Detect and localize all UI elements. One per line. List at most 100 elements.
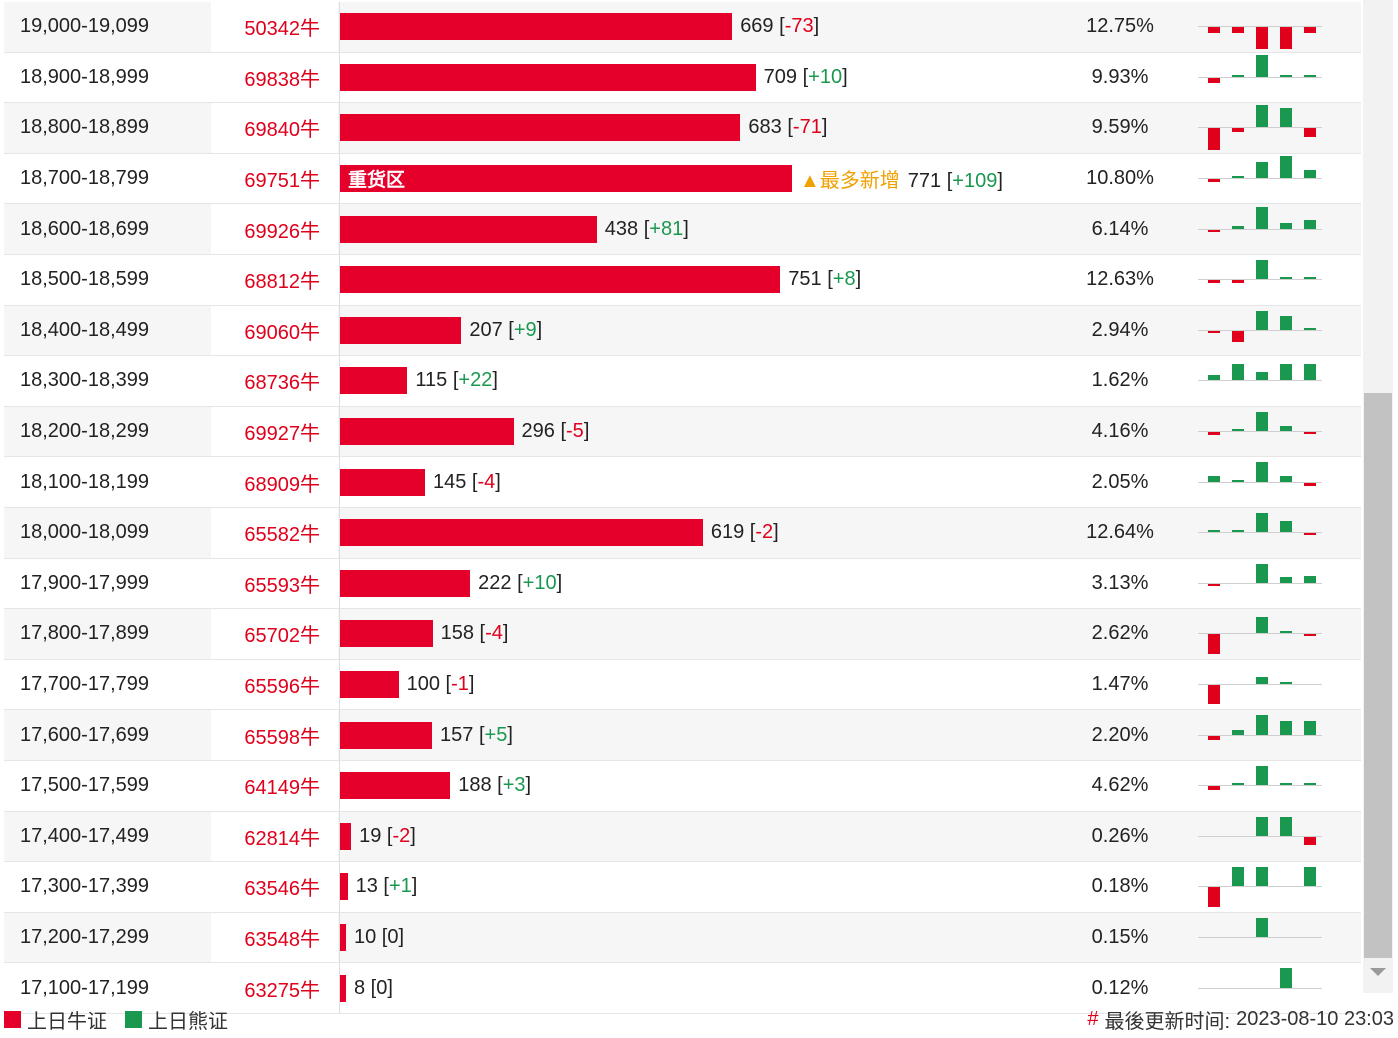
volume-change: +1 — [388, 875, 412, 898]
price-range: 17,800-17,899 — [20, 622, 150, 645]
mini-bar — [1304, 128, 1316, 137]
mini-bar — [1280, 783, 1292, 786]
mini-bar — [1232, 74, 1244, 77]
bull-reference-price[interactable]: 65582牛 — [211, 507, 338, 558]
percentage: 3.13% — [1091, 571, 1149, 594]
volume-number: 145 — [433, 470, 467, 493]
bull-reference-price[interactable]: 64149牛 — [244, 777, 320, 800]
volume-bar-cell: 145 [-4] — [339, 457, 1060, 507]
volume-number: 683 — [748, 116, 782, 139]
mini-bar — [1280, 277, 1292, 280]
mini-bar — [1304, 634, 1316, 637]
legend-bear: 上日熊证 — [125, 1005, 228, 1034]
mini-history-chart — [1194, 356, 1326, 406]
mini-bar — [1256, 512, 1268, 533]
scrollbar-thumb[interactable] — [1364, 393, 1392, 958]
mini-bar — [1256, 27, 1268, 50]
percentage: 12.75% — [1086, 15, 1154, 38]
volume-bar-cell: 751 [+8] — [339, 254, 1060, 305]
mini-history-chart — [1194, 963, 1326, 1013]
volume-value: 709 [+10] — [763, 65, 848, 88]
mini-bar — [1208, 887, 1220, 907]
volume-number: 751 — [788, 268, 822, 291]
mini-bar — [1208, 77, 1220, 84]
mini-bar — [1232, 128, 1244, 132]
mini-bar — [1256, 917, 1268, 937]
bull-reference-price[interactable]: 69060牛 — [211, 305, 338, 356]
volume-number: 222 — [478, 571, 512, 594]
volume-change: +9 — [513, 318, 537, 341]
mini-bar — [1304, 27, 1316, 33]
mini-bar — [1256, 616, 1268, 634]
mini-bar — [1280, 27, 1292, 50]
table-row: 18,900-18,999 69838牛 709 [+10] 9.93% — [4, 52, 1361, 104]
volume-bar — [340, 13, 733, 41]
volume-bar-cell: 10 [0] — [339, 912, 1060, 963]
bull-reference-price[interactable]: 69927牛 — [211, 406, 338, 457]
bull-reference-price[interactable]: 50342牛 — [211, 2, 338, 52]
mini-bar — [1256, 161, 1268, 179]
legend-bull-label: 上日牛证 — [27, 1010, 107, 1033]
bull-reference-price[interactable]: 69926牛 — [211, 204, 338, 254]
bull-reference-price[interactable]: 69751牛 — [244, 170, 320, 193]
volume-number: 619 — [710, 521, 745, 544]
bull-reference-price[interactable]: 68812牛 — [244, 271, 320, 294]
volume-value: 207 [+9] — [469, 318, 543, 341]
bull-reference-price[interactable]: 68736牛 — [244, 372, 320, 395]
volume-bar — [340, 873, 348, 901]
volume-bar-cell: 683 [-71] — [339, 103, 1060, 153]
bull-reference-price[interactable]: 63275牛 — [244, 979, 320, 1002]
mini-bar — [1280, 425, 1292, 432]
volume-change: +10 — [808, 65, 843, 88]
bull-reference-price[interactable]: 65702牛 — [211, 609, 338, 659]
bull-reference-price[interactable]: 62814牛 — [211, 811, 338, 862]
volume-change: +8 — [832, 268, 856, 291]
mini-bar — [1232, 479, 1244, 482]
scroll-down-arrow-icon[interactable] — [1370, 968, 1386, 976]
mini-bar — [1304, 74, 1316, 77]
volume-number: 669 — [740, 15, 774, 38]
volume-number: 207 — [469, 318, 503, 341]
bull-reference-price[interactable]: 68909牛 — [244, 473, 320, 496]
volume-bar-cell: 222 [+10] — [339, 558, 1060, 609]
volume-value: 145 [-4] — [433, 470, 501, 493]
mini-bar — [1304, 432, 1316, 435]
volume-value: 222 [+10] — [478, 571, 563, 594]
mini-bar — [1208, 280, 1220, 284]
updated-time: 2023-08-10 23:03 — [1236, 1007, 1394, 1030]
scrollbar[interactable] — [1363, 0, 1393, 993]
mini-bar — [1256, 563, 1268, 583]
table-row: 18,500-18,599 68812牛 751 [+8] 12.63% — [4, 254, 1361, 306]
volume-value: 296 [-5] — [521, 420, 590, 443]
bull-reference-price[interactable]: 69838牛 — [244, 68, 320, 91]
bull-reference-price[interactable]: 65593牛 — [244, 574, 320, 597]
mini-bar — [1256, 867, 1268, 887]
volume-bar-cell: 158 [-4] — [339, 609, 1060, 659]
volume-bar — [340, 316, 462, 344]
volume-change: 0 — [387, 925, 399, 948]
price-range: 17,500-17,599 — [20, 774, 150, 797]
volume-bar — [340, 620, 433, 648]
price-range: 18,000-18,099 — [20, 521, 150, 544]
volume-change: +5 — [484, 723, 508, 746]
volume-bar-cell: 157 [+5] — [339, 710, 1060, 760]
bull-reference-price[interactable]: 63548牛 — [211, 912, 338, 963]
mini-bar — [1232, 330, 1244, 342]
bull-reference-price[interactable]: 69840牛 — [211, 103, 338, 153]
mini-bar — [1256, 372, 1268, 381]
bull-reference-price[interactable]: 65598牛 — [211, 710, 338, 760]
volume-bar-cell: 207 [+9] — [339, 305, 1060, 356]
volume-bar-cell: 8 [0] — [339, 963, 1060, 1013]
volume-number: 188 — [458, 774, 492, 797]
table-row: 18,300-18,399 68736牛 115 [+22] 1.62% — [4, 356, 1361, 407]
volume-bar: 重货区 — [340, 165, 792, 193]
bull-reference-price[interactable]: 65596牛 — [244, 676, 320, 699]
price-range: 18,500-18,599 — [20, 268, 150, 291]
mini-bar — [1256, 105, 1268, 128]
mini-bar — [1208, 374, 1220, 381]
volume-bar-cell: 669 [-73] — [339, 2, 1060, 52]
mini-bar — [1208, 27, 1220, 33]
mini-bar — [1256, 816, 1268, 836]
bull-reference-price[interactable]: 63546牛 — [244, 878, 320, 901]
mini-bar — [1280, 476, 1292, 482]
